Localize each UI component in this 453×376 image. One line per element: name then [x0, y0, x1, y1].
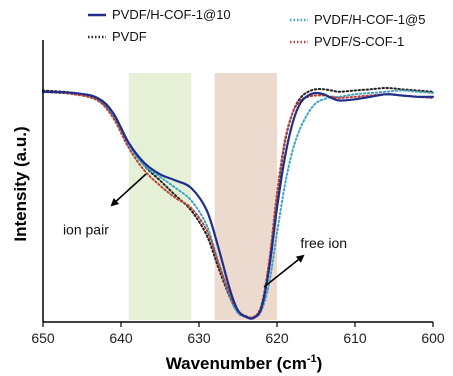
legend-label-2: PVDF — [112, 29, 147, 44]
legend-item-2: PVDF — [88, 29, 147, 44]
x-tick-label-620: 620 — [265, 330, 289, 346]
highlight-bands — [128, 73, 277, 320]
highlight-band-1 — [128, 73, 192, 320]
x-tick-label-610: 610 — [343, 330, 367, 346]
legend-label-1: PVDF/H-COF-1@10 — [112, 7, 231, 22]
legend: PVDF/H-COF-1@10 PVDF PVDF/H-COF-1@5 PVDF/S-… — [88, 7, 425, 49]
y-axis-title: Intensity (a.u.) — [11, 126, 30, 241]
free-ion-arrow — [263, 254, 305, 288]
x-axis-title-main: Wavenumber (cm — [166, 354, 307, 373]
legend-item-1: PVDF/H-COF-1@10 — [88, 7, 231, 22]
legend-label-4: PVDF/S-COF-1 — [314, 34, 404, 49]
x-axis-title-close: ) — [317, 354, 323, 373]
annotations: ion pair free ion — [63, 173, 347, 288]
legend-item-4: PVDF/S-COF-1 — [290, 34, 404, 49]
x-tick-label-650: 650 — [31, 330, 55, 346]
x-tick-label-600: 600 — [421, 330, 445, 346]
series-line-3 — [42, 89, 434, 319]
x-axis-title-superscript: -1 — [307, 353, 317, 365]
x-tick-label-630: 630 — [187, 330, 211, 346]
annotation-free-ion: free ion — [300, 235, 347, 251]
legend-label-3: PVDF/H-COF-1@5 — [314, 12, 425, 27]
legend-item-3: PVDF/H-COF-1@5 — [290, 12, 425, 27]
x-axis-title: Wavenumber (cm-1) — [166, 353, 323, 373]
axes — [42, 40, 434, 327]
series-line-1 — [41, 90, 435, 320]
x-tick-labels: 650 640 630 620 610 600 — [31, 330, 445, 346]
x-tick-label-640: 640 — [109, 330, 133, 346]
annotation-ion-pair: ion pair — [63, 221, 109, 237]
ion-pair-arrow — [110, 173, 147, 207]
